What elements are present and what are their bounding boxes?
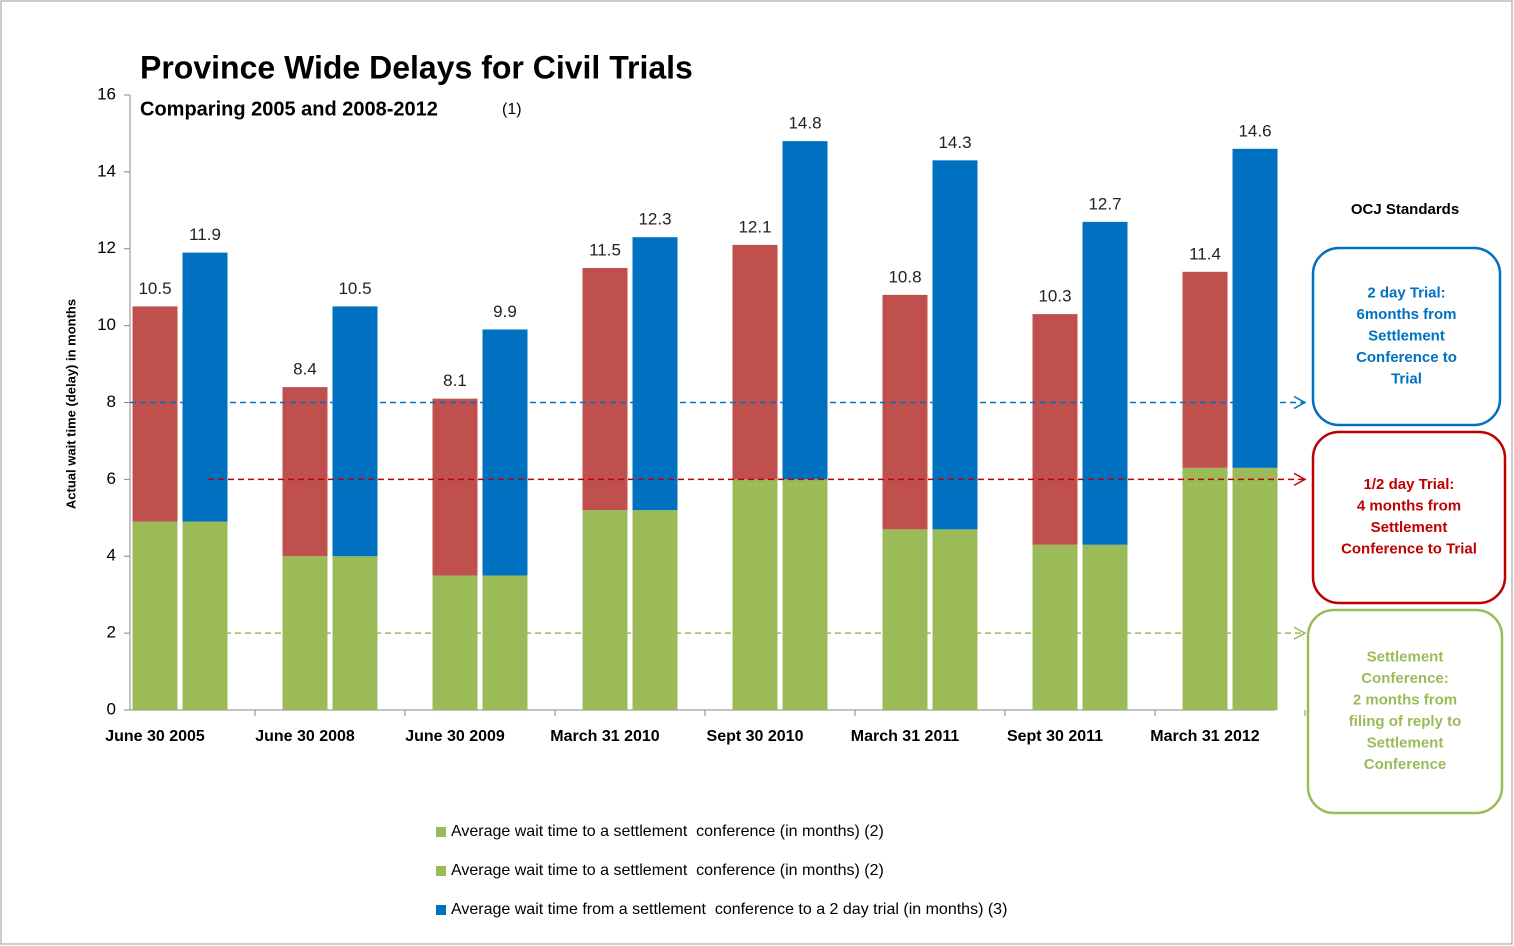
bar-segment xyxy=(582,510,628,710)
standard-box xyxy=(1311,246,1502,427)
total-label: 10.5 xyxy=(338,279,371,298)
bar-segment xyxy=(782,479,828,710)
legend-label: Average wait time to a settlement confer… xyxy=(451,862,884,879)
total-label: 12.3 xyxy=(638,210,671,229)
x-tick-label: June 30 2009 xyxy=(405,728,505,745)
standard-text: 1/2 day Trial: xyxy=(1364,476,1455,493)
bar-segment xyxy=(932,529,978,710)
total-label: 11.9 xyxy=(189,225,221,244)
bar-segment xyxy=(632,510,678,710)
bar-segment xyxy=(1232,467,1278,710)
bar-segment xyxy=(1032,544,1078,710)
y-tick-label: 4 xyxy=(107,546,116,565)
total-label: 10.5 xyxy=(138,279,171,298)
standard-text: Settlement xyxy=(1368,327,1445,344)
standard-text: 2 months from xyxy=(1353,692,1457,709)
x-tick-label: Sept 30 2010 xyxy=(707,728,804,745)
standard-text: Conference: xyxy=(1361,670,1449,687)
y-tick-label: 16 xyxy=(97,84,116,103)
standard-text: 4 months from xyxy=(1357,498,1461,515)
bar-segment xyxy=(182,521,228,710)
total-label: 14.3 xyxy=(938,133,971,152)
legend-swatch xyxy=(436,866,446,876)
x-tick-label: June 30 2008 xyxy=(255,728,355,745)
bar-segment xyxy=(732,244,778,480)
bar-segment xyxy=(782,141,828,480)
standard-text: Settlement xyxy=(1367,735,1444,752)
standard-text: Conference to xyxy=(1356,349,1457,366)
total-label: 11.4 xyxy=(1189,244,1221,263)
y-tick-label: 6 xyxy=(107,469,116,488)
total-label: 10.3 xyxy=(1038,287,1071,306)
standard-box xyxy=(1306,608,1504,815)
x-tick-label: March 31 2011 xyxy=(851,728,960,745)
total-label: 14.6 xyxy=(1238,121,1271,140)
bar-segment xyxy=(482,329,528,576)
bar-segment xyxy=(732,479,778,710)
y-tick-label: 10 xyxy=(97,315,116,334)
bar-segment xyxy=(1082,221,1128,545)
standards-title: OCJ Standards xyxy=(1351,201,1459,218)
standard-text: 6months from xyxy=(1356,306,1456,323)
legend-label: Average wait time to a settlement confer… xyxy=(451,823,884,840)
bar-segment xyxy=(582,267,628,511)
standard-text: Conference to Trial xyxy=(1341,541,1477,558)
standard-text: Conference xyxy=(1364,756,1447,773)
bar-segment xyxy=(132,306,178,522)
total-label: 11.5 xyxy=(589,240,621,259)
standard-text: Settlement xyxy=(1371,519,1448,536)
y-tick-label: 14 xyxy=(97,161,116,180)
total-label: 9.9 xyxy=(493,302,517,321)
standard-text: Trial xyxy=(1391,370,1422,387)
bar-segment xyxy=(282,387,328,557)
bar-segment xyxy=(1182,467,1228,710)
standard-box xyxy=(1311,430,1507,605)
standard-text: filing of reply to xyxy=(1349,713,1462,730)
bar-segment xyxy=(1182,271,1228,468)
y-tick-label: 8 xyxy=(107,392,116,411)
y-tick-label: 2 xyxy=(107,623,116,642)
legend-label: Average wait time from a settlement conf… xyxy=(451,901,1007,918)
total-label: 12.1 xyxy=(738,217,771,236)
x-tick-label: March 31 2010 xyxy=(550,728,660,745)
bar-segment xyxy=(432,575,478,710)
x-tick-label: Sept 30 2011 xyxy=(1007,728,1103,745)
subtitle-note: (1) xyxy=(502,101,522,118)
total-label: 14.8 xyxy=(788,114,821,133)
x-tick-label: March 31 2012 xyxy=(1150,728,1260,745)
bar-segment xyxy=(432,398,478,576)
y-axis-label: Actual wait time (delay) in months xyxy=(63,299,78,509)
x-tick-label: June 30 2005 xyxy=(105,728,205,745)
standard-text: Settlement xyxy=(1367,649,1444,666)
bar-segment xyxy=(182,252,228,522)
bar-segment xyxy=(932,160,978,530)
bar-segment xyxy=(882,294,928,530)
bar-segment xyxy=(632,237,678,511)
legend-swatch xyxy=(436,827,446,837)
chart-subtitle: Comparing 2005 and 2008-2012 xyxy=(140,98,438,120)
bar-segment xyxy=(1232,148,1278,468)
y-tick-label: 0 xyxy=(107,699,116,718)
legend-swatch xyxy=(436,905,446,915)
standard-text: 2 day Trial: xyxy=(1367,284,1445,301)
total-label: 8.1 xyxy=(443,371,467,390)
total-label: 8.4 xyxy=(293,360,317,379)
total-label: 10.8 xyxy=(888,267,921,286)
bar-segment xyxy=(332,306,378,557)
chart-title: Province Wide Delays for Civil Trials xyxy=(140,49,693,85)
y-tick-label: 12 xyxy=(97,238,116,257)
bar-segment xyxy=(1082,544,1128,710)
bar-segment xyxy=(482,575,528,710)
bar-segment xyxy=(1032,314,1078,545)
bar-segment xyxy=(132,521,178,710)
total-label: 12.7 xyxy=(1088,194,1121,213)
bar-segment xyxy=(882,529,928,710)
